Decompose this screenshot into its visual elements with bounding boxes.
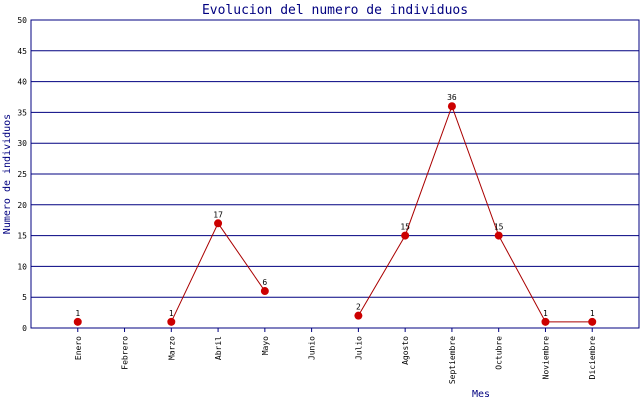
x-tick-label: Agosto [401, 336, 410, 365]
x-tick-label: Noviembre [541, 336, 550, 380]
y-tick-label: 15 [17, 232, 27, 241]
y-tick-label: 10 [17, 262, 27, 271]
x-tick-label: Julio [354, 336, 363, 360]
x-tick-label: Enero [74, 336, 83, 360]
x-tick-label: Diciembre [588, 336, 597, 380]
y-tick-label: 45 [17, 47, 27, 56]
data-label: 17 [213, 210, 223, 219]
y-tick-label: 25 [17, 170, 27, 179]
marker [588, 317, 597, 326]
x-tick-label: Marzo [167, 336, 176, 360]
data-label: 6 [262, 278, 267, 287]
y-tick-label: 30 [17, 139, 27, 148]
y-tick-label: 0 [22, 324, 27, 333]
x-tick-label: Junio [308, 336, 317, 360]
y-tick-label: 40 [17, 78, 27, 87]
y-tick-label: 5 [22, 293, 27, 302]
data-label: 1 [543, 309, 548, 318]
marker [214, 219, 223, 228]
chart-title: Evolucion del numero de individuos [202, 3, 468, 18]
marker [354, 311, 363, 320]
line [170, 222, 266, 323]
data-label: 36 [447, 93, 457, 102]
marker [167, 317, 176, 326]
marker [401, 231, 410, 240]
y-tick-label: 50 [17, 16, 27, 25]
data-label: 1 [75, 309, 80, 318]
line [357, 104, 593, 323]
y-axis-label: Numero de individuos [2, 114, 13, 234]
y-tick-label: 20 [17, 201, 27, 210]
marker [447, 102, 456, 111]
data-label: 1 [590, 309, 595, 318]
x-tick-label: Abril [214, 336, 223, 360]
x-axis-label: Mes [472, 389, 490, 400]
x-tick-label: Septiembre [448, 336, 457, 384]
y-tick-label: 35 [17, 108, 27, 117]
marker [260, 287, 269, 296]
data-label: 1 [169, 309, 174, 318]
marker [494, 231, 503, 240]
marker [73, 317, 82, 326]
x-tick-label: Octubre [495, 336, 504, 370]
data-label: 15 [494, 223, 504, 232]
data-label: 15 [400, 223, 410, 232]
data-label: 2 [356, 303, 361, 312]
x-tick-label: Mayo [261, 336, 270, 355]
marker [541, 317, 550, 326]
x-tick-label: Febrero [121, 336, 130, 370]
